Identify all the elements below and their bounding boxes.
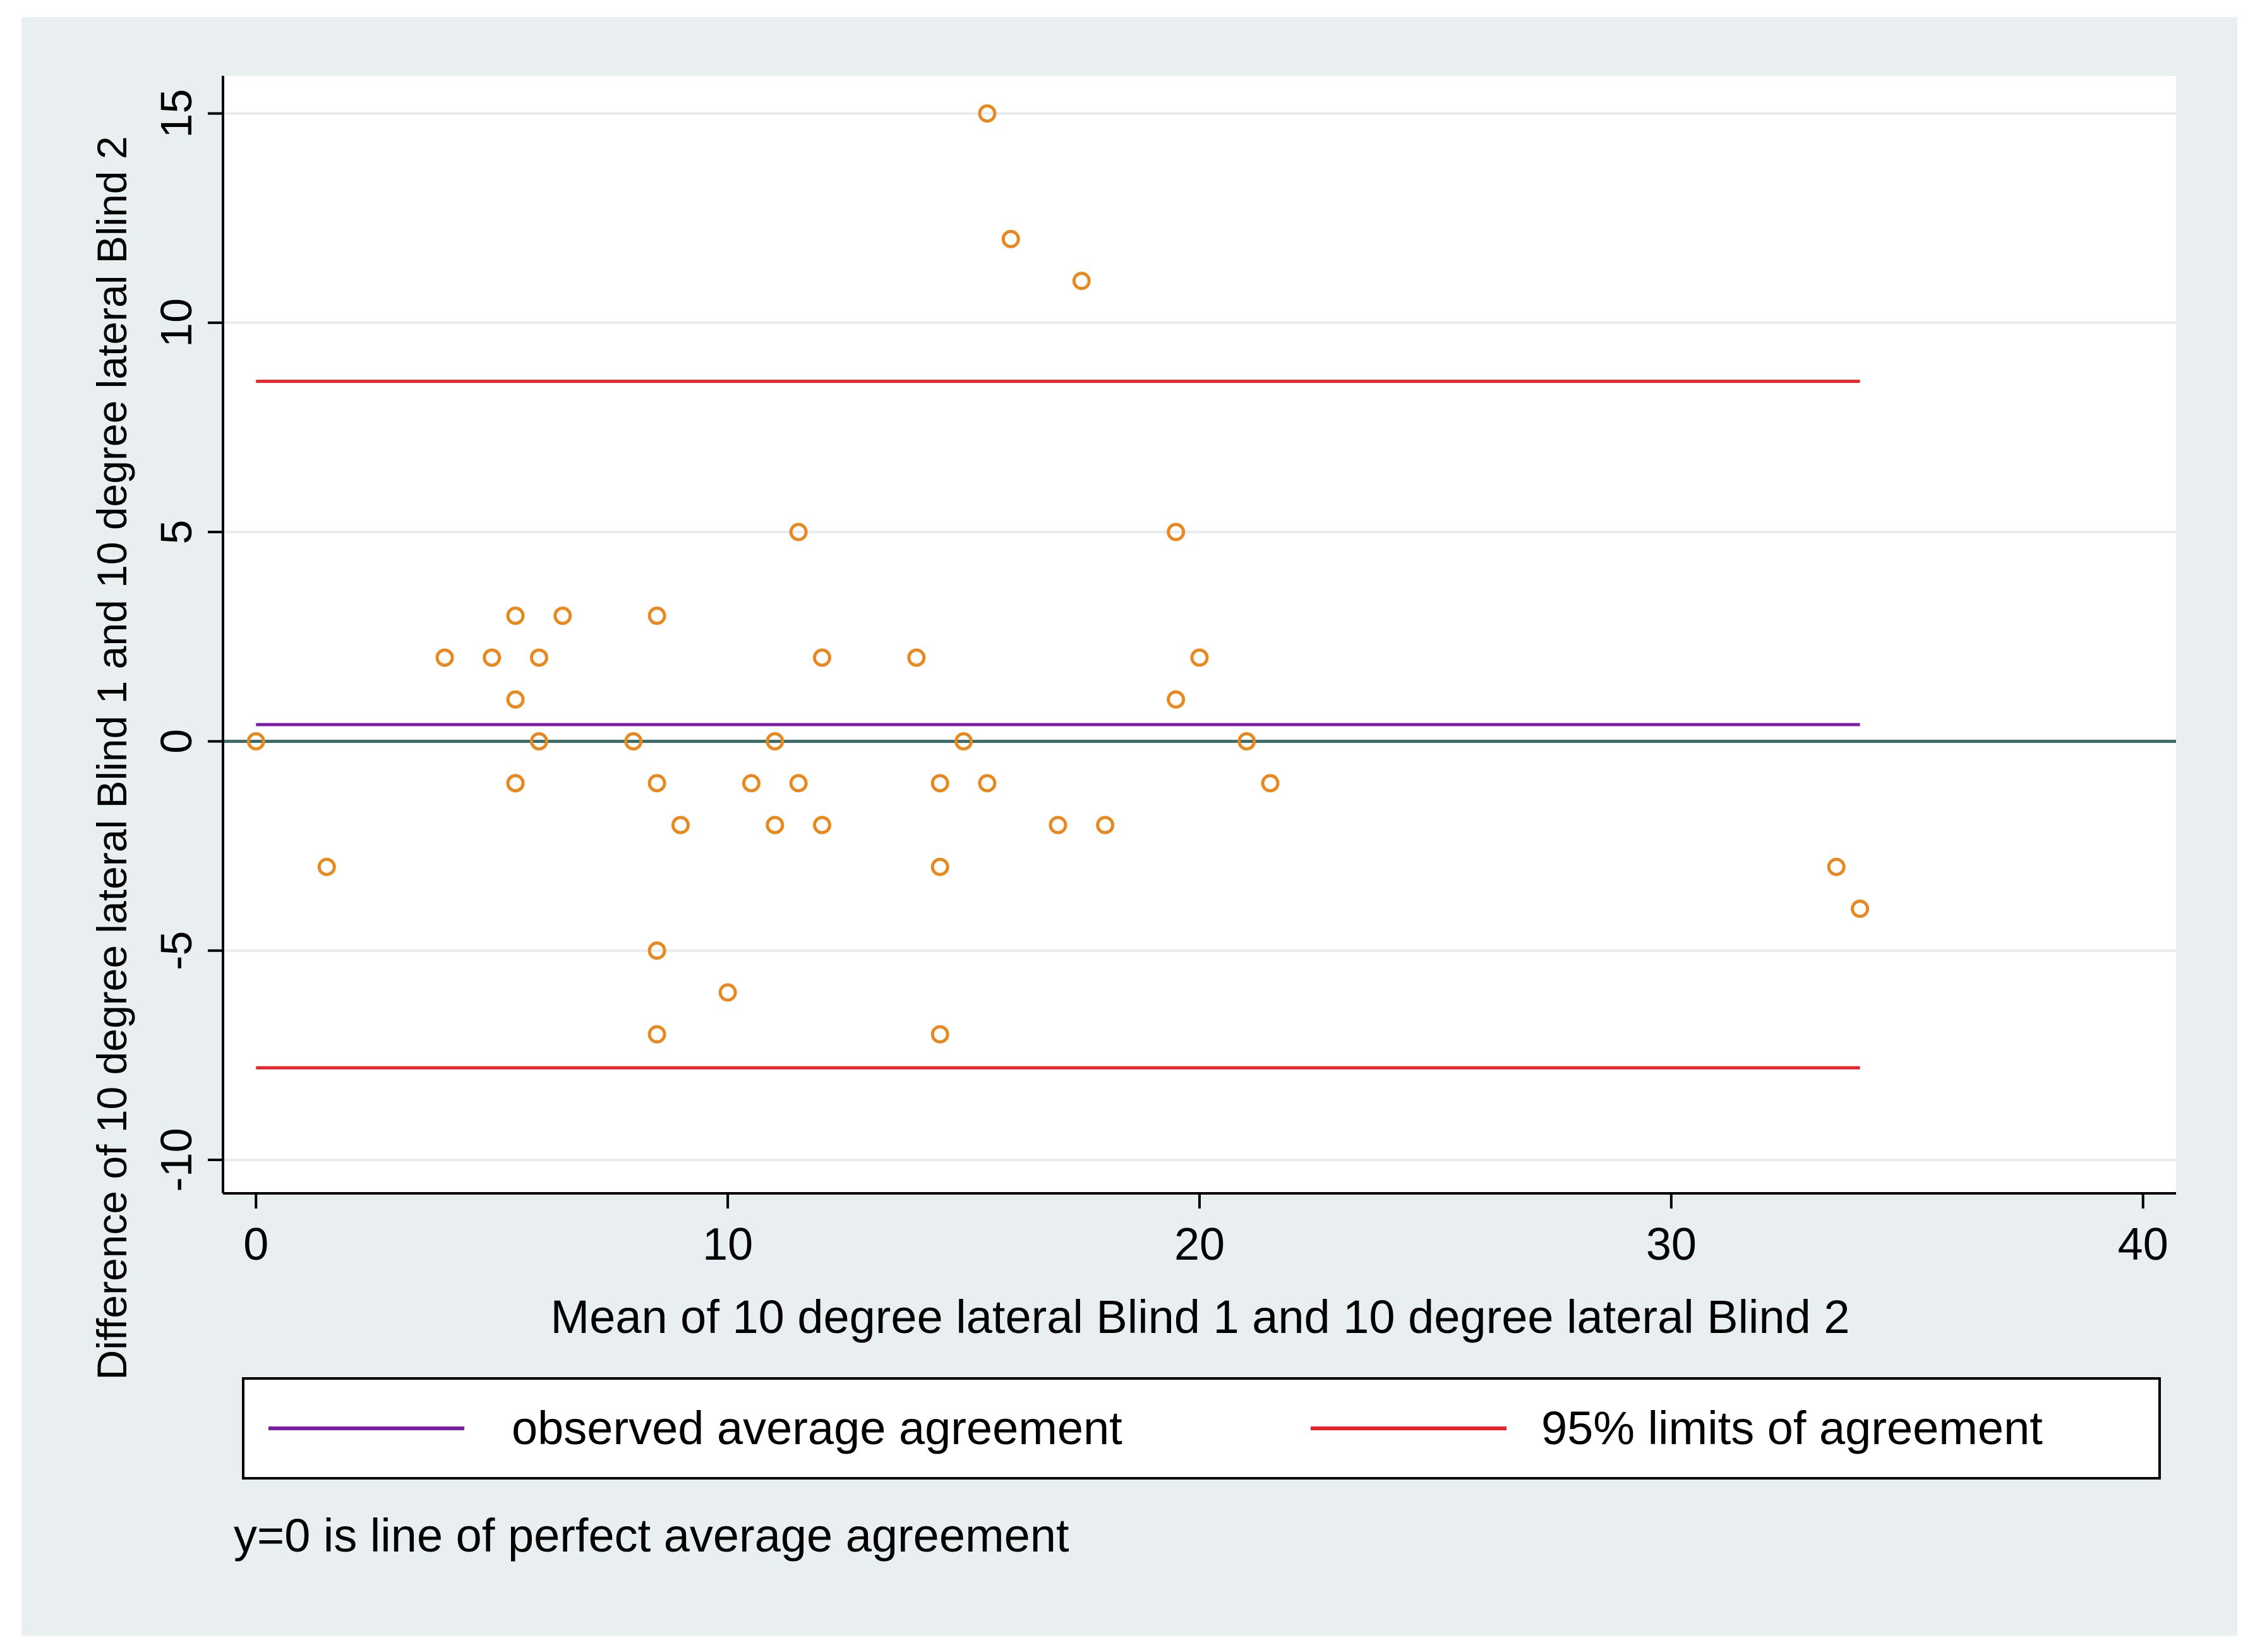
data-point <box>907 648 926 667</box>
data-point <box>1096 816 1115 835</box>
data-point <box>1827 857 1846 876</box>
data-point <box>647 774 666 793</box>
data-point <box>506 690 525 709</box>
x-tick-label: 0 <box>243 1219 268 1270</box>
data-point <box>930 1025 949 1044</box>
x-tick-label: 20 <box>1174 1219 1225 1270</box>
legend: observed average agreement 95% limits of… <box>242 1377 2161 1480</box>
data-point <box>647 1025 666 1044</box>
data-point <box>529 648 548 667</box>
data-point <box>978 774 997 793</box>
y-axis-ticks: -10 -5 0 5 10 15 <box>152 89 223 1192</box>
x-tick-label: 40 <box>2118 1219 2168 1270</box>
data-point <box>789 522 808 541</box>
data-point <box>1851 899 1870 918</box>
data-point <box>1190 648 1209 667</box>
data-point <box>435 648 454 667</box>
data-point <box>506 606 525 625</box>
legend-label-average: observed average agreement <box>512 1402 1122 1454</box>
footnote: y=0 is line of perfect average agreement <box>234 1509 1069 1562</box>
y-tick-label: 0 <box>152 729 201 754</box>
y-tick-label: -5 <box>152 931 201 970</box>
data-point <box>483 648 502 667</box>
data-point <box>813 816 832 835</box>
data-point <box>1001 229 1020 248</box>
x-axis-ticks: 0 10 20 30 40 <box>243 1193 2168 1270</box>
x-tick-label: 10 <box>702 1219 753 1270</box>
data-point <box>1261 774 1280 793</box>
data-point <box>954 732 973 751</box>
y-tick-label: 5 <box>152 520 201 545</box>
data-point <box>718 983 737 1002</box>
data-point <box>1072 272 1091 291</box>
data-point <box>317 857 336 876</box>
data-point <box>978 104 997 123</box>
data-point <box>1049 816 1067 835</box>
data-point <box>1167 690 1186 709</box>
y-tick-label: 10 <box>152 298 201 347</box>
data-point <box>766 732 785 751</box>
data-point <box>1237 732 1256 751</box>
data-point <box>624 732 643 751</box>
data-points <box>246 104 1870 1044</box>
data-point <box>930 774 949 793</box>
legend-box <box>242 1377 2161 1480</box>
plot-area <box>223 76 2176 1193</box>
x-tick-label: 30 <box>1646 1219 1697 1270</box>
y-tick-label: -10 <box>152 1128 201 1191</box>
data-point <box>1167 522 1186 541</box>
data-point <box>647 606 666 625</box>
data-point <box>671 816 690 835</box>
data-point <box>529 732 548 751</box>
legend-label-limits: 95% limits of agreement <box>1541 1402 2043 1454</box>
data-point <box>930 857 949 876</box>
data-point <box>553 606 572 625</box>
data-point <box>246 732 265 751</box>
data-point <box>789 774 808 793</box>
data-point <box>506 774 525 793</box>
reference-lines <box>223 380 2176 1070</box>
data-point <box>766 816 785 835</box>
data-point <box>647 941 666 960</box>
y-tick-label: 15 <box>152 89 201 138</box>
x-axis-label: Mean of 10 degree lateral Blind 1 and 10… <box>551 1291 1850 1343</box>
y-axis-label: Difference of 10 degree lateral Blind 1 … <box>88 136 135 1380</box>
data-point <box>813 648 832 667</box>
data-point <box>742 774 761 793</box>
